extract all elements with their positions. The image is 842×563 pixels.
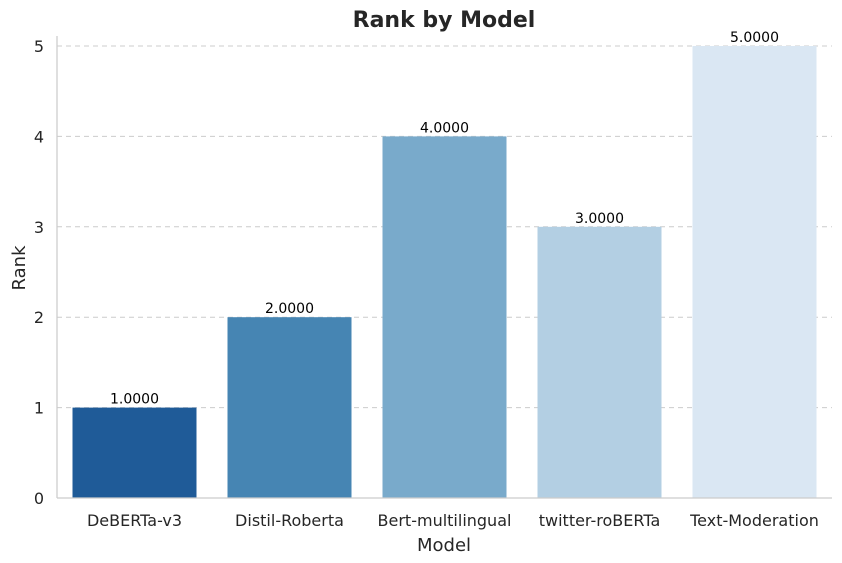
y-axis-label: Rank <box>9 245 30 291</box>
x-tick-label: DeBERTa-v3 <box>87 511 182 530</box>
y-tick-label: 3 <box>34 218 44 237</box>
y-tick-label: 0 <box>34 489 44 508</box>
x-tick-label: Distil-Roberta <box>235 511 344 530</box>
x-tick-label: Bert-multilingual <box>378 511 512 530</box>
x-tick-label: twitter-roBERTa <box>539 511 661 530</box>
bar <box>72 407 197 498</box>
x-tick-label: Text-Moderation <box>689 511 819 530</box>
bars: 1.0000 2.0000 4.0000 3.0000 5.0000 <box>72 30 817 499</box>
bar-value-label: 1.0000 <box>110 392 159 408</box>
x-tick-labels: DeBERTa-v3 Distil-Roberta Bert-multilingua… <box>87 511 819 530</box>
bar <box>692 46 817 498</box>
bar-value-label: 5.0000 <box>730 30 779 46</box>
x-axis-label: Model <box>417 535 471 556</box>
bar <box>382 136 507 498</box>
chart-title: Rank by Model <box>353 8 536 33</box>
y-tick-labels: 0 1 2 3 4 5 <box>34 37 44 508</box>
bar <box>227 317 352 498</box>
y-tick-label: 2 <box>34 308 44 327</box>
y-tick-label: 5 <box>34 37 44 56</box>
bar-value-label: 2.0000 <box>265 301 314 317</box>
bar <box>537 226 662 499</box>
bar-value-label: 3.0000 <box>575 211 624 227</box>
y-tick-label: 1 <box>34 399 44 418</box>
y-tick-label: 4 <box>34 127 44 146</box>
bar-value-label: 4.0000 <box>420 120 469 136</box>
